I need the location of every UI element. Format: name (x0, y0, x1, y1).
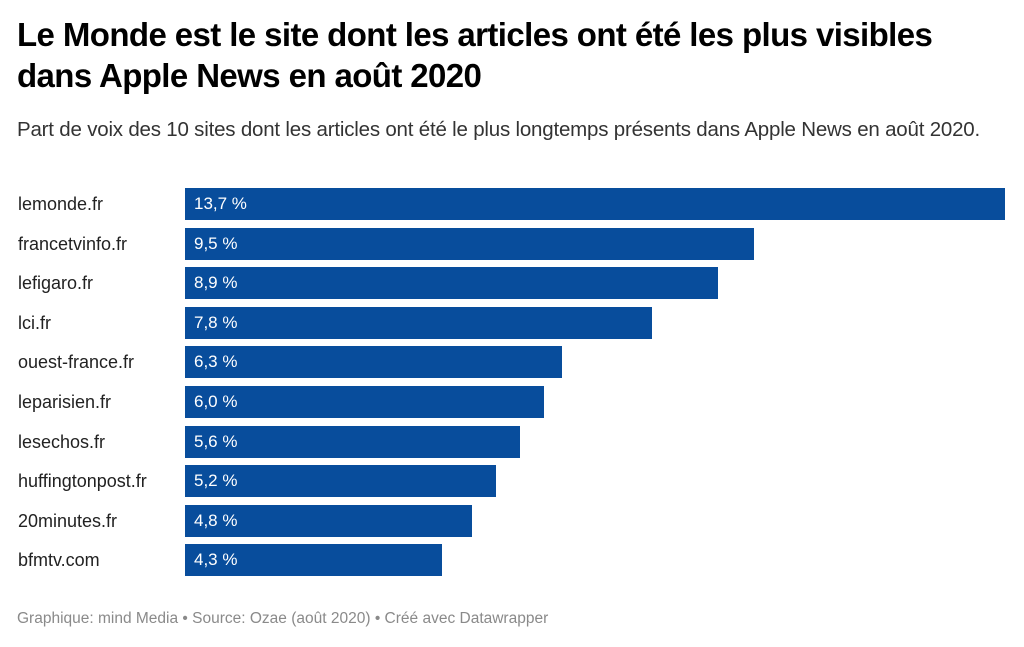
bar (185, 544, 442, 576)
category-label: lefigaro.fr (18, 273, 94, 293)
bar-value-label: 9,5 % (194, 234, 238, 253)
bar-value-label: 5,6 % (194, 432, 238, 451)
bar (185, 346, 562, 378)
bar-value-label: 8,9 % (194, 273, 238, 292)
bar (185, 307, 652, 339)
category-label: leparisien.fr (18, 392, 112, 412)
category-label: lci.fr (18, 313, 51, 333)
category-label: bfmtv.com (18, 550, 100, 570)
category-label: 20minutes.fr (18, 511, 118, 531)
bar-value-label: 6,0 % (194, 392, 238, 411)
category-label: francetvinfo.fr (18, 234, 128, 254)
bar (185, 426, 520, 458)
bar-value-label: 6,3 % (194, 352, 238, 371)
bar (185, 188, 1005, 220)
category-label: lesechos.fr (18, 432, 106, 452)
bar (185, 267, 718, 299)
bar (185, 386, 544, 418)
bar-value-label: 4,3 % (194, 550, 238, 569)
bar-value-label: 7,8 % (194, 313, 238, 332)
bar-value-label: 13,7 % (194, 194, 247, 213)
category-label: ouest-france.fr (18, 352, 135, 372)
category-label: huffingtonpost.fr (18, 471, 147, 491)
bar-value-label: 4,8 % (194, 511, 238, 530)
bar-value-label: 5,2 % (194, 471, 238, 490)
bar (185, 228, 754, 260)
bar (185, 505, 472, 537)
chart-subtitle: Part de voix des 10 sites dont les artic… (17, 118, 980, 141)
category-label: lemonde.fr (18, 194, 104, 214)
chart-title: Le Monde est le site dont les articles o… (17, 16, 933, 94)
chart-footer: Graphique: mind Media • Source: Ozae (ao… (17, 610, 549, 627)
bar (185, 465, 496, 497)
